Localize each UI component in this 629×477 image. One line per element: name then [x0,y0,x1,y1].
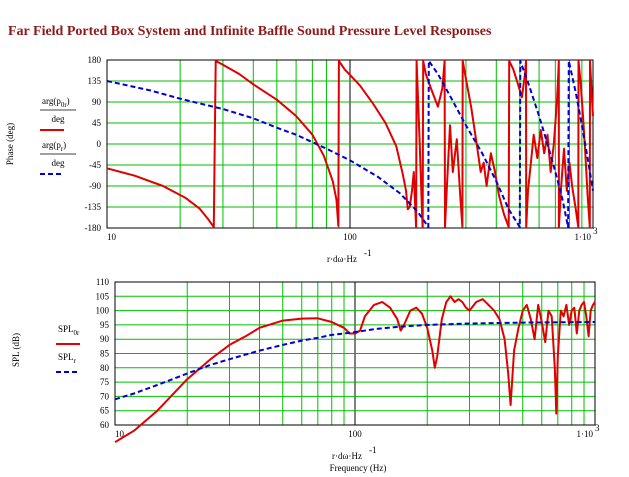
chart-2: 60 65 70 75 80 85 90 95 100 105 110 10 100 1·103 r·dω·… [11,277,600,473]
y-tick-label: 75 [100,377,110,387]
y-tick-label: 0 [97,139,102,149]
legend-subscript: r [61,145,64,153]
y-axis-label: Phase (deg) [5,123,15,165]
legend-label: SPLr [58,352,77,365]
y-tick-label: 80 [100,363,110,373]
legend: SPL0r SPLr [56,324,80,373]
y-tick-label: -90 [89,181,101,191]
series-dashed-line [114,321,596,401]
x-axis-label-exponent: -1 [364,248,372,258]
y-tick-label: 100 [96,306,110,316]
y-axis-label: SPL (dB) [11,333,21,367]
y-tick-label: 70 [100,391,110,401]
x-tick-label: 10 [107,232,117,242]
legend-subscript: r [74,357,77,365]
y-tick-label: 90 [92,97,102,107]
x-tick-label: 100 [348,429,362,439]
series-solid-line [114,295,596,444]
y-tick-label: -45 [89,160,101,170]
legend-denominator: deg [52,158,65,168]
series-solid-line [106,59,594,229]
y-tick-label: -135 [85,202,102,212]
plot-frame [114,281,596,426]
chart-1: -180 -135 -90 -45 0 45 90 135 180 10 100 1·103 r·dω·… [5,55,598,264]
y-tick-label: 85 [100,349,110,359]
legend-subscript: 0r [74,329,81,337]
legend: arg(p0r) deg arg(pr) deg [40,96,76,175]
y-tick-label: -180 [85,223,102,233]
legend-label-tail: ) [63,140,66,150]
y-tick-label: 90 [100,334,110,344]
x-axis-label: r·dω·Hz [332,451,362,461]
legend-subscript: 0r [61,101,68,109]
y-tick-label: 180 [88,55,102,65]
plot-frame [106,59,594,229]
legend-denominator: deg [52,114,65,124]
x-tick-label: 1·10 [575,232,592,242]
chart-title: Far Field Ported Box System and Infinite… [8,24,492,39]
x-tick-exponent: 3 [593,226,598,236]
x-tick-label: 100 [343,232,357,242]
x-tick-label: 10 [115,429,125,439]
legend-label: arg(p0r) [42,96,70,109]
legend-label: SPL0r [58,324,80,337]
x-axis-label: r·dω·Hz [327,254,357,264]
y-tick-label: 65 [100,406,110,416]
y-tick-label: 110 [96,277,110,287]
x-tick-label: 1·10 [577,429,594,439]
x-tick-exponent: 3 [595,423,600,433]
legend-label: arg(pr) [42,140,66,153]
x-axis-label-secondary: Frequency (Hz) [330,463,387,473]
y-tick-label: 45 [92,118,102,128]
series-dashed-line [106,59,594,229]
legend-label-tail: ) [67,96,70,106]
y-tick-label: 105 [96,291,110,301]
y-tick-label: 95 [100,320,110,330]
y-tick-label: 135 [88,76,102,86]
y-tick-label: 60 [100,420,110,430]
x-axis-label-exponent: -1 [369,445,377,455]
